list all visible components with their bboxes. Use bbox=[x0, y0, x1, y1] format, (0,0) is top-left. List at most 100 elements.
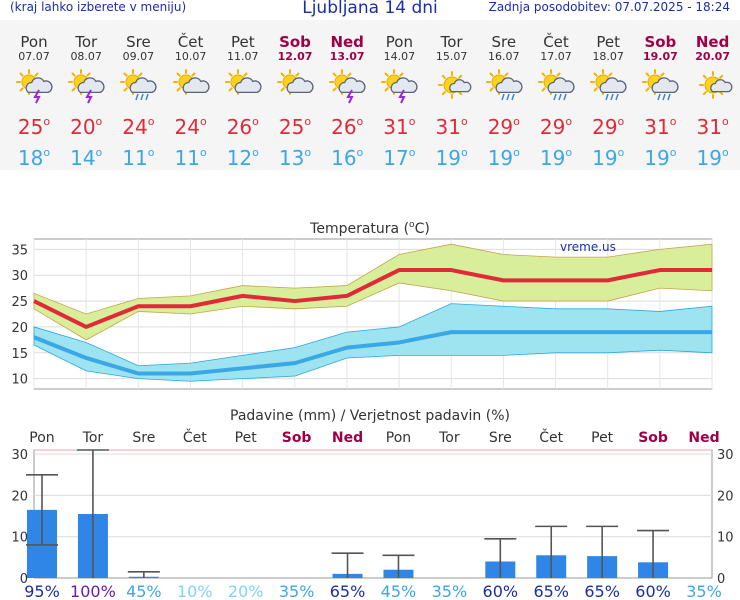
partly-cloudy-thunderstorm-icon bbox=[329, 69, 366, 104]
min-temperature: 19o bbox=[644, 146, 677, 170]
day-name: Pon bbox=[385, 33, 413, 51]
day-date: 11.07 bbox=[227, 50, 259, 63]
partly-cloudy-rain-icon bbox=[538, 69, 575, 101]
day-name: Čet bbox=[543, 33, 569, 51]
precip-y-tick-left: 30 bbox=[11, 448, 28, 463]
forecast-day: Sre 16.07 29o 19o bbox=[478, 20, 530, 171]
temperature-chart-title: Temperatura (oC) bbox=[309, 220, 430, 237]
forecast-day: Sob 12.07 25o 13o bbox=[269, 20, 321, 171]
temp-min-line bbox=[33, 330, 712, 376]
precip-x-tick: Ned bbox=[332, 430, 363, 446]
temp-max-line bbox=[33, 268, 712, 329]
precip-x-tick: Pon bbox=[386, 430, 411, 446]
max-temperature: 25o bbox=[278, 115, 312, 139]
precip-x-tick: Sob bbox=[638, 430, 668, 446]
day-date: 07.07 bbox=[18, 50, 50, 63]
last-updated: Zadnja posodobitev: 07.07.2025 - 18:24 bbox=[488, 0, 730, 14]
precip-x-tick: Čet bbox=[539, 428, 563, 446]
temp-y-tick: 20 bbox=[11, 321, 28, 336]
forecast-day: Pet 18.07 29o 19o bbox=[582, 20, 634, 171]
forecast-day: Pon 14.07 31o 17o bbox=[373, 20, 425, 171]
precip-error-bar bbox=[586, 525, 619, 578]
min-temperature: 11o bbox=[174, 146, 207, 170]
page-title: Ljubljana 14 dni bbox=[302, 0, 438, 18]
max-temperature: 29o bbox=[487, 115, 520, 139]
day-date: 08.07 bbox=[70, 50, 102, 63]
day-name: Tor bbox=[75, 33, 98, 51]
max-temperature: 31o bbox=[644, 115, 677, 139]
precip-y-tick-left: 20 bbox=[11, 489, 28, 504]
partly-cloudy-rain-icon bbox=[590, 69, 627, 101]
partly-cloudy-thunderstorm-icon bbox=[16, 69, 53, 104]
forecast-day: Sre 09.07 24o 11o bbox=[112, 20, 164, 171]
day-date: 13.07 bbox=[329, 50, 365, 63]
mostly-sunny-icon bbox=[437, 71, 472, 99]
precip-probability: 45% bbox=[381, 582, 417, 600]
max-temperature: 24o bbox=[122, 115, 155, 139]
day-date: 18.07 bbox=[592, 50, 624, 63]
max-temperature: 20o bbox=[70, 115, 103, 139]
precip-x-tick: Ned bbox=[688, 430, 719, 446]
precip-probability: 10% bbox=[177, 582, 213, 600]
day-name: Sob bbox=[279, 33, 311, 51]
forecast-day: Tor 15.07 31o 19o bbox=[426, 20, 478, 171]
temp-y-tick: 30 bbox=[11, 269, 28, 284]
min-temperature: 19o bbox=[696, 146, 729, 170]
precip-error-bar bbox=[484, 537, 517, 578]
max-temperature: 26o bbox=[226, 115, 259, 139]
precip-x-tick: Sre bbox=[489, 430, 512, 446]
precip-probability: 65% bbox=[533, 582, 569, 600]
precip-probability: 60% bbox=[635, 582, 671, 600]
precip-x-tick: Tor bbox=[438, 430, 460, 446]
day-name: Pet bbox=[230, 33, 255, 51]
day-date: 12.07 bbox=[277, 50, 313, 63]
precip-probability: 35% bbox=[686, 582, 722, 600]
max-temperature: 31o bbox=[435, 115, 468, 139]
day-date: 15.07 bbox=[435, 50, 468, 63]
precip-probability: 45% bbox=[126, 582, 162, 600]
precip-y-tick-right: 30 bbox=[717, 448, 734, 463]
precip-y-tick-left: 0 bbox=[20, 572, 28, 587]
precip-error-bar bbox=[76, 449, 109, 578]
forecast-day: Ned 20.07 31o 19o bbox=[687, 20, 739, 171]
max-temperature: 31o bbox=[696, 115, 729, 139]
partly-cloudy-thunderstorm-icon bbox=[381, 69, 418, 104]
precip-x-tick: Čet bbox=[183, 428, 207, 446]
forecast-day: Pon 07.07 25o 18o bbox=[8, 20, 60, 171]
max-temperature: 29o bbox=[539, 115, 573, 139]
forecast-day: Čet 17.07 29o 19o bbox=[530, 20, 582, 171]
min-temperature: 19o bbox=[487, 146, 520, 170]
temp-y-tick: 25 bbox=[11, 295, 28, 310]
day-name: Pet bbox=[596, 33, 620, 51]
day-name: Sob bbox=[644, 33, 677, 51]
day-name: Čet bbox=[177, 33, 204, 51]
forecast-day: Čet 10.07 24o 11o bbox=[165, 20, 217, 171]
day-date: 20.07 bbox=[695, 50, 730, 63]
day-name: Pon bbox=[20, 33, 48, 51]
day-name: Sre bbox=[126, 33, 151, 51]
min-temperature: 14o bbox=[70, 146, 103, 170]
precip-y-tick-right: 20 bbox=[717, 489, 734, 504]
day-date: 09.07 bbox=[122, 50, 155, 63]
precip-probability: 100% bbox=[70, 582, 116, 600]
forecast-day: Pet 11.07 26o 12o bbox=[217, 20, 269, 171]
temp-max-range-band bbox=[33, 243, 713, 341]
precipitation-chart: Padavine (mm) / Verjetnost padavin (%) Po… bbox=[11, 408, 734, 600]
precip-error-bar bbox=[127, 571, 160, 578]
min-temperature: 17o bbox=[383, 146, 416, 170]
partly-cloudy-thunderstorm-icon bbox=[68, 69, 105, 104]
precip-error-bar bbox=[331, 552, 364, 578]
precip-error-bar bbox=[26, 473, 58, 546]
max-temperature: 31o bbox=[383, 115, 416, 139]
day-name: Ned bbox=[330, 33, 364, 51]
menu-hint: (kraj lahko izberete v meniju) bbox=[10, 0, 187, 14]
max-temperature: 26o bbox=[331, 115, 364, 139]
day-date: 14.07 bbox=[383, 50, 416, 63]
min-temperature: 19o bbox=[592, 146, 625, 170]
precip-error-bar bbox=[535, 525, 568, 578]
precip-probability: 20% bbox=[228, 582, 264, 600]
precip-x-tick: Pon bbox=[29, 430, 54, 446]
partly-cloudy-rain-icon bbox=[485, 69, 523, 101]
max-temperature: 24o bbox=[174, 115, 207, 139]
precip-probability: 60% bbox=[483, 582, 519, 600]
